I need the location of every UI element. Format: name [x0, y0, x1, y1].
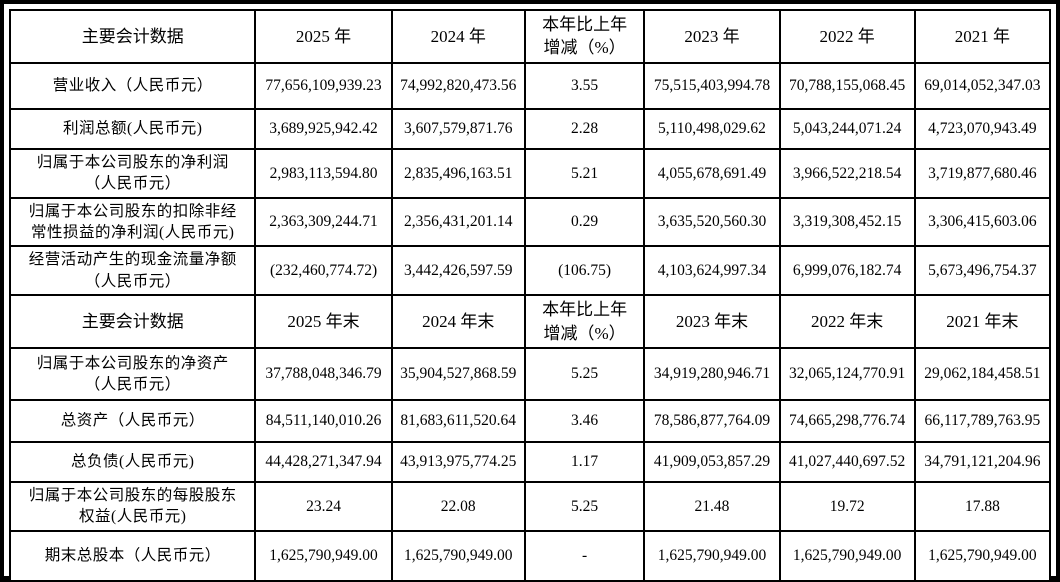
section2-header-label: 主要会计数据: [8, 294, 257, 350]
value-cell: 1,625,790,949.00: [254, 529, 393, 582]
value-cell: 44,428,271,347.94: [254, 441, 393, 484]
section2-header-row: 主要会计数据 2025 年末 2024 年末 本年比上年 增减（%） 2023 …: [8, 294, 1052, 350]
value-cell: 6,999,076,182.74: [778, 245, 916, 297]
section1-col-2025: 2025 年: [254, 9, 393, 64]
value-cell: 2,356,431,201.14: [390, 196, 526, 248]
section1-col-2022: 2022 年: [778, 9, 916, 64]
value-cell: 4,055,678,691.49: [643, 147, 781, 199]
section2-col-2021-end: 2021 年末: [913, 294, 1052, 350]
value-cell: 1,625,790,949.00: [778, 529, 916, 582]
value-cell: 1,625,790,949.00: [643, 529, 781, 582]
value-cell: 81,683,611,520.64: [390, 399, 526, 444]
value-cell: 43,913,975,774.25: [390, 441, 526, 484]
value-cell: 34,791,121,204.96: [913, 441, 1052, 484]
value-cell: 5.25: [523, 481, 646, 532]
value-cell: 3,719,877,680.46: [913, 147, 1052, 199]
value-cell: 17.88: [913, 481, 1052, 532]
value-cell: 23.24: [254, 481, 393, 532]
value-cell: 29,062,184,458.51: [913, 347, 1052, 402]
value-cell: 19.72: [778, 481, 916, 532]
row-label: 总资产（人民币元）: [8, 399, 257, 444]
table-row-total-liabilities: 总负债(人民币元) 44,428,271,347.94 43,913,975,7…: [8, 441, 1052, 484]
value-cell: 22.08: [390, 481, 526, 532]
value-cell: 3.55: [523, 61, 646, 110]
value-cell: 3,689,925,942.42: [254, 107, 393, 150]
value-cell: 1,625,790,949.00: [390, 529, 526, 582]
value-cell: 3,319,308,452.15: [778, 196, 916, 248]
value-cell: (232,460,774.72): [254, 245, 393, 297]
value-cell: 41,909,053,857.29: [643, 441, 781, 484]
row-label: 期末总股本（人民币元）: [8, 529, 257, 582]
value-cell: 2,835,496,163.51: [390, 147, 526, 199]
table-row-total-profit: 利润总额(人民币元) 3,689,925,942.42 3,607,579,87…: [8, 107, 1052, 150]
value-cell: 74,665,298,776.74: [778, 399, 916, 444]
value-cell: 34,919,280,946.71: [643, 347, 781, 402]
value-cell: 0.29: [523, 196, 646, 248]
row-label: 总负债(人民币元): [8, 441, 257, 484]
value-cell: 2.28: [523, 107, 646, 150]
value-cell: 70,788,155,068.45: [778, 61, 916, 110]
value-cell: 75,515,403,994.78: [643, 61, 781, 110]
value-cell: 21.48: [643, 481, 781, 532]
table-row-net-assets: 归属于本公司股东的净资产 （人民币元） 37,788,048,346.79 35…: [8, 347, 1052, 402]
table-row-total-share-capital: 期末总股本（人民币元） 1,625,790,949.00 1,625,790,9…: [8, 529, 1052, 582]
section1-col-2023: 2023 年: [643, 9, 781, 64]
value-cell: 3,306,415,603.06: [913, 196, 1052, 248]
row-label: 营业收入（人民币元）: [8, 61, 257, 110]
table-row-net-profit: 归属于本公司股东的净利润 （人民币元） 2,983,113,594.80 2,8…: [8, 147, 1052, 199]
value-cell: 5,673,496,754.37: [913, 245, 1052, 297]
row-label: 归属于本公司股东的每股股东 权益(人民币元): [8, 481, 257, 532]
value-cell: 3,607,579,871.76: [390, 107, 526, 150]
row-label: 经营活动产生的现金流量净额 （人民币元）: [8, 245, 257, 297]
value-cell: 5,043,244,071.24: [778, 107, 916, 150]
value-cell: 35,904,527,868.59: [390, 347, 526, 402]
value-cell: 4,103,624,997.34: [643, 245, 781, 297]
table-row-revenue: 营业收入（人民币元） 77,656,109,939.23 74,992,820,…: [8, 61, 1052, 110]
value-cell: 5,110,498,029.62: [643, 107, 781, 150]
section1-col-yoy-change: 本年比上年 增减（%）: [523, 9, 646, 64]
value-cell: 78,586,877,764.09: [643, 399, 781, 444]
section2-col-yoy-change: 本年比上年 增减（%）: [523, 294, 646, 350]
section2-col-2022-end: 2022 年末: [778, 294, 916, 350]
value-cell: 74,992,820,473.56: [390, 61, 526, 110]
value-cell: 4,723,070,943.49: [913, 107, 1052, 150]
value-cell: (106.75): [523, 245, 646, 297]
row-label: 归属于本公司股东的净资产 （人民币元）: [8, 347, 257, 402]
financial-summary-table: 主要会计数据 2025 年 2024 年 本年比上年 增减（%） 2023 年 …: [8, 9, 1052, 582]
table-row-net-profit-excl-nonrecurring: 归属于本公司股东的扣除非经 常性损益的净利润(人民币元) 2,363,309,2…: [8, 196, 1052, 248]
value-cell: 3.46: [523, 399, 646, 444]
section2-col-2025-end: 2025 年末: [254, 294, 393, 350]
section2-col-2024-end: 2024 年末: [390, 294, 526, 350]
value-cell: 5.21: [523, 147, 646, 199]
section1-col-2024: 2024 年: [390, 9, 526, 64]
section2-col-2023-end: 2023 年末: [643, 294, 781, 350]
value-cell: 5.25: [523, 347, 646, 402]
section1-header-label: 主要会计数据: [8, 9, 257, 64]
value-cell: 37,788,048,346.79: [254, 347, 393, 402]
row-label: 利润总额(人民币元): [8, 107, 257, 150]
value-cell: 32,065,124,770.91: [778, 347, 916, 402]
value-cell: 77,656,109,939.23: [254, 61, 393, 110]
value-cell: 2,363,309,244.71: [254, 196, 393, 248]
row-label: 归属于本公司股东的扣除非经 常性损益的净利润(人民币元): [8, 196, 257, 248]
value-cell: 2,983,113,594.80: [254, 147, 393, 199]
row-label: 归属于本公司股东的净利润 （人民币元）: [8, 147, 257, 199]
table-row-operating-cash-flow: 经营活动产生的现金流量净额 （人民币元） (232,460,774.72) 3,…: [8, 245, 1052, 297]
table-row-equity-per-share: 归属于本公司股东的每股股东 权益(人民币元) 23.24 22.08 5.25 …: [8, 481, 1052, 532]
table-row-total-assets: 总资产（人民币元） 84,511,140,010.26 81,683,611,5…: [8, 399, 1052, 444]
value-cell: 1,625,790,949.00: [913, 529, 1052, 582]
value-cell: 66,117,789,763.95: [913, 399, 1052, 444]
value-cell: 84,511,140,010.26: [254, 399, 393, 444]
section1-col-2021: 2021 年: [913, 9, 1052, 64]
value-cell: 69,014,052,347.03: [913, 61, 1052, 110]
value-cell: -: [523, 529, 646, 582]
value-cell: 1.17: [523, 441, 646, 484]
value-cell: 3,635,520,560.30: [643, 196, 781, 248]
value-cell: 41,027,440,697.52: [778, 441, 916, 484]
value-cell: 3,966,522,218.54: [778, 147, 916, 199]
section1-header-row: 主要会计数据 2025 年 2024 年 本年比上年 增减（%） 2023 年 …: [8, 9, 1052, 64]
value-cell: 3,442,426,597.59: [390, 245, 526, 297]
